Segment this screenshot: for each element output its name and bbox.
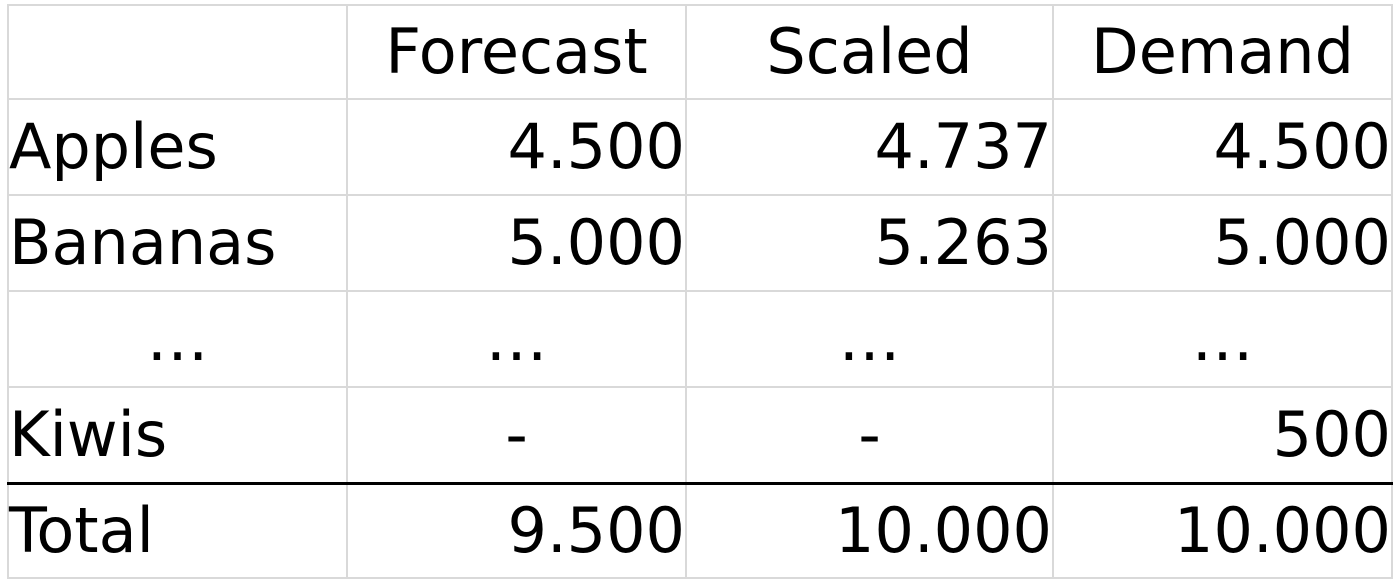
table-row-apples: Apples 4.500 4.737 4.500 (7, 98, 1393, 196)
header-cell-forecast[interactable]: Forecast (346, 4, 687, 100)
row-label-cell[interactable]: … (7, 290, 348, 388)
table-row-bananas: Bananas 5.000 5.263 5.000 (7, 194, 1393, 292)
scaled-cell[interactable]: 5.263 (685, 194, 1054, 292)
forecast-cell[interactable]: … (346, 290, 687, 388)
forecast-cell[interactable]: - (346, 386, 687, 485)
row-label-cell[interactable]: Apples (7, 98, 348, 196)
table-row-ellipsis: … … … … (7, 290, 1393, 388)
scaled-cell[interactable]: … (685, 290, 1054, 388)
header-cell-demand[interactable]: Demand (1052, 4, 1393, 100)
total-demand-cell[interactable]: 10.000 (1052, 482, 1393, 579)
forecast-cell[interactable]: 4.500 (346, 98, 687, 196)
total-scaled-cell[interactable]: 10.000 (685, 482, 1054, 579)
header-row: Forecast Scaled Demand (7, 4, 1393, 100)
data-table: Forecast Scaled Demand Apples 4.500 4.73… (7, 4, 1393, 579)
header-cell-scaled[interactable]: Scaled (685, 4, 1054, 100)
table-row-total: Total 9.500 10.000 10.000 (7, 482, 1393, 579)
header-cell-empty[interactable] (7, 4, 348, 100)
total-forecast-cell[interactable]: 9.500 (346, 482, 687, 579)
scaled-cell[interactable]: 4.737 (685, 98, 1054, 196)
row-label-cell[interactable]: Kiwis (7, 386, 348, 485)
scaled-cell[interactable]: - (685, 386, 1054, 485)
total-label-cell[interactable]: Total (7, 482, 348, 579)
demand-cell[interactable]: 500 (1052, 386, 1393, 485)
forecast-cell[interactable]: 5.000 (346, 194, 687, 292)
row-label-cell[interactable]: Bananas (7, 194, 348, 292)
demand-cell[interactable]: … (1052, 290, 1393, 388)
demand-cell[interactable]: 4.500 (1052, 98, 1393, 196)
table-row-kiwis: Kiwis - - 500 (7, 386, 1393, 485)
demand-cell[interactable]: 5.000 (1052, 194, 1393, 292)
